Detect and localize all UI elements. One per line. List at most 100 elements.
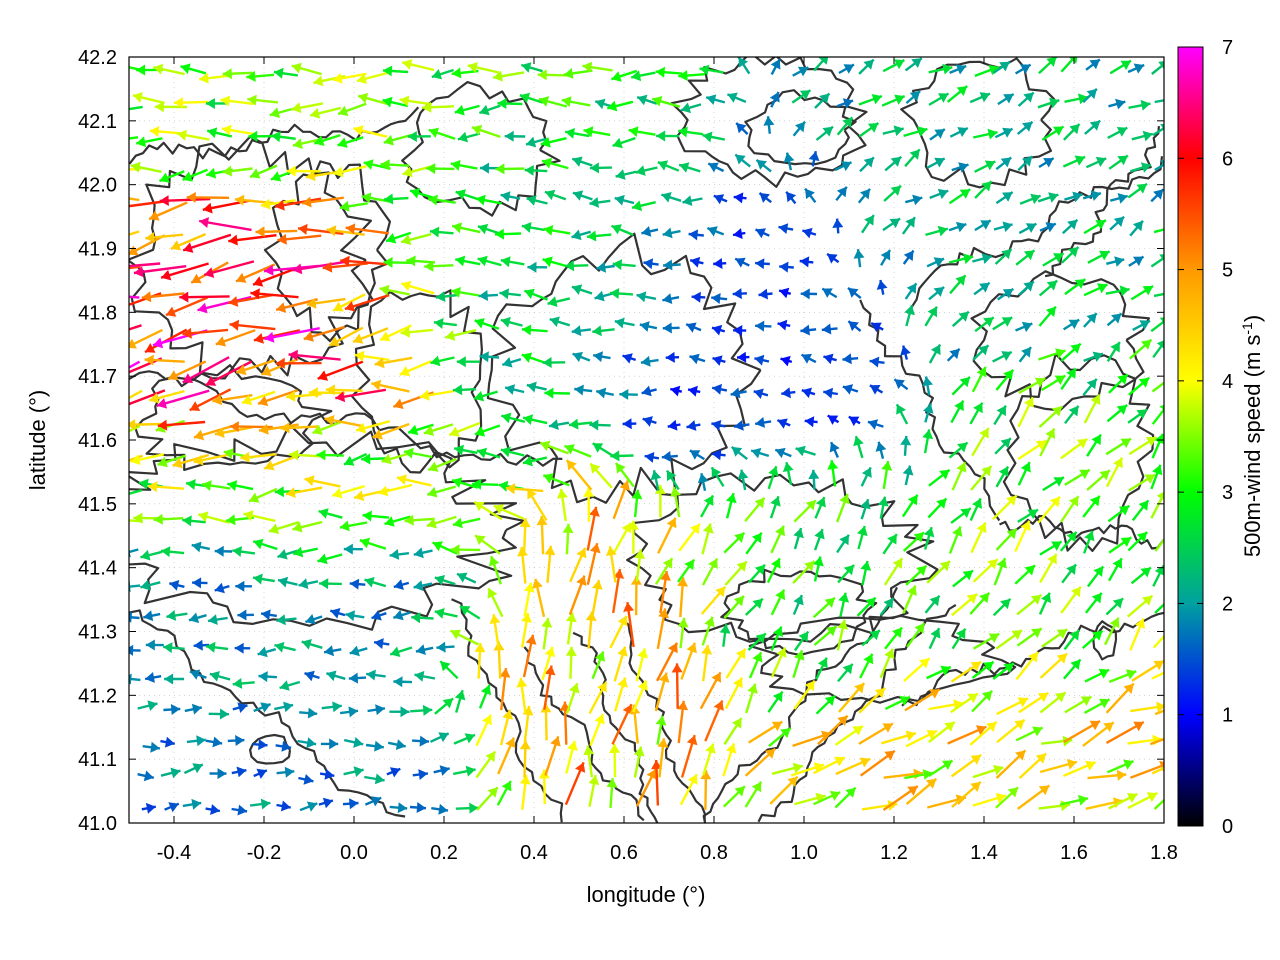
wind-vector-head xyxy=(149,126,160,137)
wind-vector-head xyxy=(576,547,587,559)
wind-vector-head xyxy=(381,453,392,465)
wind-vector-head xyxy=(1002,192,1013,202)
wind-vector-head xyxy=(704,616,715,628)
wind-vector-head xyxy=(975,725,987,736)
wind-vector-head xyxy=(837,715,848,726)
wind-vector-head xyxy=(532,578,543,589)
wind-vector-head xyxy=(485,751,496,763)
wind-vector-head xyxy=(665,351,675,363)
wind-vector-head xyxy=(751,532,762,544)
wind-vector-head xyxy=(887,800,898,811)
wind-vector-head xyxy=(658,608,669,619)
colorbar-tick-label: 2 xyxy=(1222,593,1233,615)
wind-vector-head xyxy=(592,325,602,337)
wind-vector-head xyxy=(374,638,384,649)
wind-vector-head xyxy=(524,288,535,299)
wind-vector-head xyxy=(993,764,1004,776)
wind-vector-head xyxy=(952,526,963,537)
wind-vector-head xyxy=(442,698,454,709)
wind-vector-head xyxy=(524,165,534,176)
wind-vector-head xyxy=(138,478,149,490)
wind-vector-head xyxy=(662,293,673,304)
wind-vector-head xyxy=(631,70,642,82)
wind-vector-head xyxy=(293,546,304,558)
wind-vector-head xyxy=(1070,343,1081,354)
wind-vector-head xyxy=(286,390,296,402)
wind-vector-head xyxy=(198,511,209,523)
wind-vector-shaft xyxy=(1151,62,1164,75)
wind-vector-head xyxy=(900,345,911,356)
wind-vector-head xyxy=(330,608,341,619)
wind-vector-head xyxy=(670,487,681,497)
wind-vector-head xyxy=(792,762,803,774)
wind-vector-head xyxy=(354,350,365,362)
wind-vector-head xyxy=(204,267,215,278)
wind-vector-head xyxy=(1072,191,1083,203)
wind-vector-head xyxy=(451,67,462,79)
wind-vector-head xyxy=(495,163,505,175)
wind-vector-head xyxy=(426,518,437,529)
wind-vector-shaft xyxy=(1154,537,1164,552)
wind-vector-head xyxy=(359,537,371,549)
wind-vector-head xyxy=(611,224,622,235)
wind-vector-head xyxy=(770,558,781,569)
wind-vector-head xyxy=(842,384,854,395)
wind-vector-head xyxy=(371,610,382,621)
wind-vector-head xyxy=(526,381,537,393)
wind-vector-head xyxy=(1112,558,1123,569)
wind-vector-head xyxy=(719,624,731,634)
wind-vector-head xyxy=(1142,595,1153,606)
wind-vector-head xyxy=(236,364,247,376)
wind-vector-head xyxy=(1099,250,1110,261)
wind-vector-head xyxy=(733,677,743,689)
wind-vector-head xyxy=(414,670,425,682)
wind-vector-head xyxy=(824,695,836,706)
wind-vector-head xyxy=(521,222,532,233)
wind-vector-head xyxy=(863,653,874,665)
wind-vector-head xyxy=(480,684,492,696)
wind-vector-head xyxy=(189,401,201,411)
wind-vector-head xyxy=(839,534,849,546)
wind-vector-head xyxy=(887,534,897,545)
wind-vector-head xyxy=(754,564,765,575)
wind-vector-head xyxy=(313,75,324,87)
x-axis-label: longitude (°) xyxy=(587,882,706,907)
wind-vector-head xyxy=(1153,660,1164,671)
wind-vector-head xyxy=(680,102,691,114)
wind-vector-head xyxy=(572,351,583,363)
wind-vector-head xyxy=(402,166,413,178)
wind-vector-head xyxy=(979,592,990,604)
wind-vector-head xyxy=(261,365,272,377)
wind-vector-head xyxy=(1043,158,1054,168)
wind-vector-head xyxy=(702,523,714,534)
wind-vector-head xyxy=(482,714,492,726)
wind-vector-head xyxy=(399,366,411,377)
wind-vector-head xyxy=(196,735,206,747)
wind-vector-head xyxy=(565,646,577,656)
wind-vector-head xyxy=(169,580,180,591)
wind-vector-head xyxy=(140,549,151,561)
wind-vector-head xyxy=(1092,351,1103,362)
wind-vector-head xyxy=(758,288,768,300)
wind-vector-head xyxy=(298,578,309,589)
wind-vector-shaft xyxy=(156,389,210,407)
wind-vector-head xyxy=(656,130,666,142)
wind-vector-head xyxy=(418,769,428,780)
wind-vector-head xyxy=(505,483,516,495)
wind-vector-head xyxy=(361,192,372,204)
wind-vector-head xyxy=(439,765,450,776)
wind-vector-head xyxy=(572,156,583,167)
wind-vector-head xyxy=(821,323,832,335)
wind-vector-head xyxy=(379,284,390,296)
wind-vector-head xyxy=(170,767,181,779)
wind-vector-head xyxy=(978,345,989,356)
wind-vector-head xyxy=(349,798,359,810)
wind-vector-head xyxy=(864,215,874,226)
x-tick-label: 1.8 xyxy=(1150,842,1178,864)
contour-line xyxy=(859,299,1001,522)
wind-vector-head xyxy=(210,804,220,815)
wind-vector-head xyxy=(1023,281,1034,292)
wind-vector-head xyxy=(226,514,236,526)
wind-vector-head xyxy=(236,766,247,778)
wind-vector-head xyxy=(540,703,552,713)
